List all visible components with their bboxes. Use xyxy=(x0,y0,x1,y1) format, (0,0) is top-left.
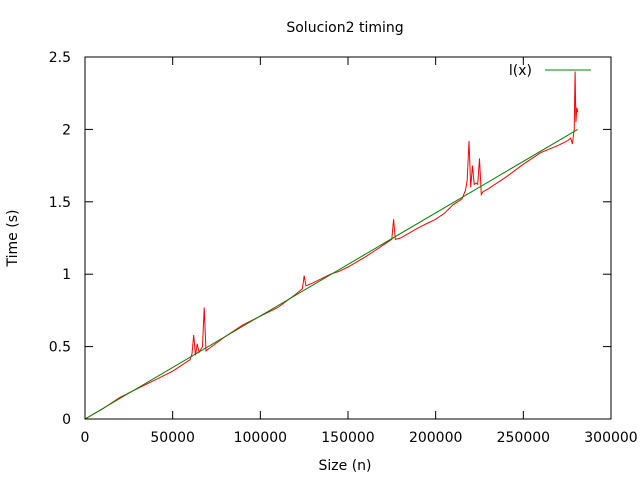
legend-label: l(x) xyxy=(509,63,532,79)
y-tick-label: 0.5 xyxy=(49,340,71,356)
series-line-0 xyxy=(84,71,579,420)
y-axis-ticks: 0 0.5 1 1.5 2 2.5 xyxy=(49,50,611,428)
x-tick-label: 300000 xyxy=(584,430,637,446)
chart-title: Solucion2 timing xyxy=(286,20,403,36)
y-tick-label: 1.5 xyxy=(49,195,71,211)
plot-series xyxy=(84,71,579,420)
y-tick-label: 2.5 xyxy=(49,50,71,66)
series-line-1 xyxy=(84,128,578,420)
legend: l(x) xyxy=(509,63,591,79)
x-tick-label: 200000 xyxy=(409,430,462,446)
y-axis-title: Time (s) xyxy=(5,210,21,268)
y-tick-label: 0 xyxy=(62,412,71,428)
x-axis-ticks: 0 50000 100000 150000 200000 250000 300000 xyxy=(81,57,638,446)
x-tick-label: 250000 xyxy=(497,430,550,446)
x-tick-label: 150000 xyxy=(321,430,374,446)
x-tick-label: 100000 xyxy=(234,430,287,446)
x-tick-label: 0 xyxy=(81,430,90,446)
y-tick-label: 2 xyxy=(62,122,71,138)
x-axis-title: Size (n) xyxy=(319,458,372,474)
y-tick-label: 1 xyxy=(62,267,71,283)
x-tick-label: 50000 xyxy=(150,430,195,446)
